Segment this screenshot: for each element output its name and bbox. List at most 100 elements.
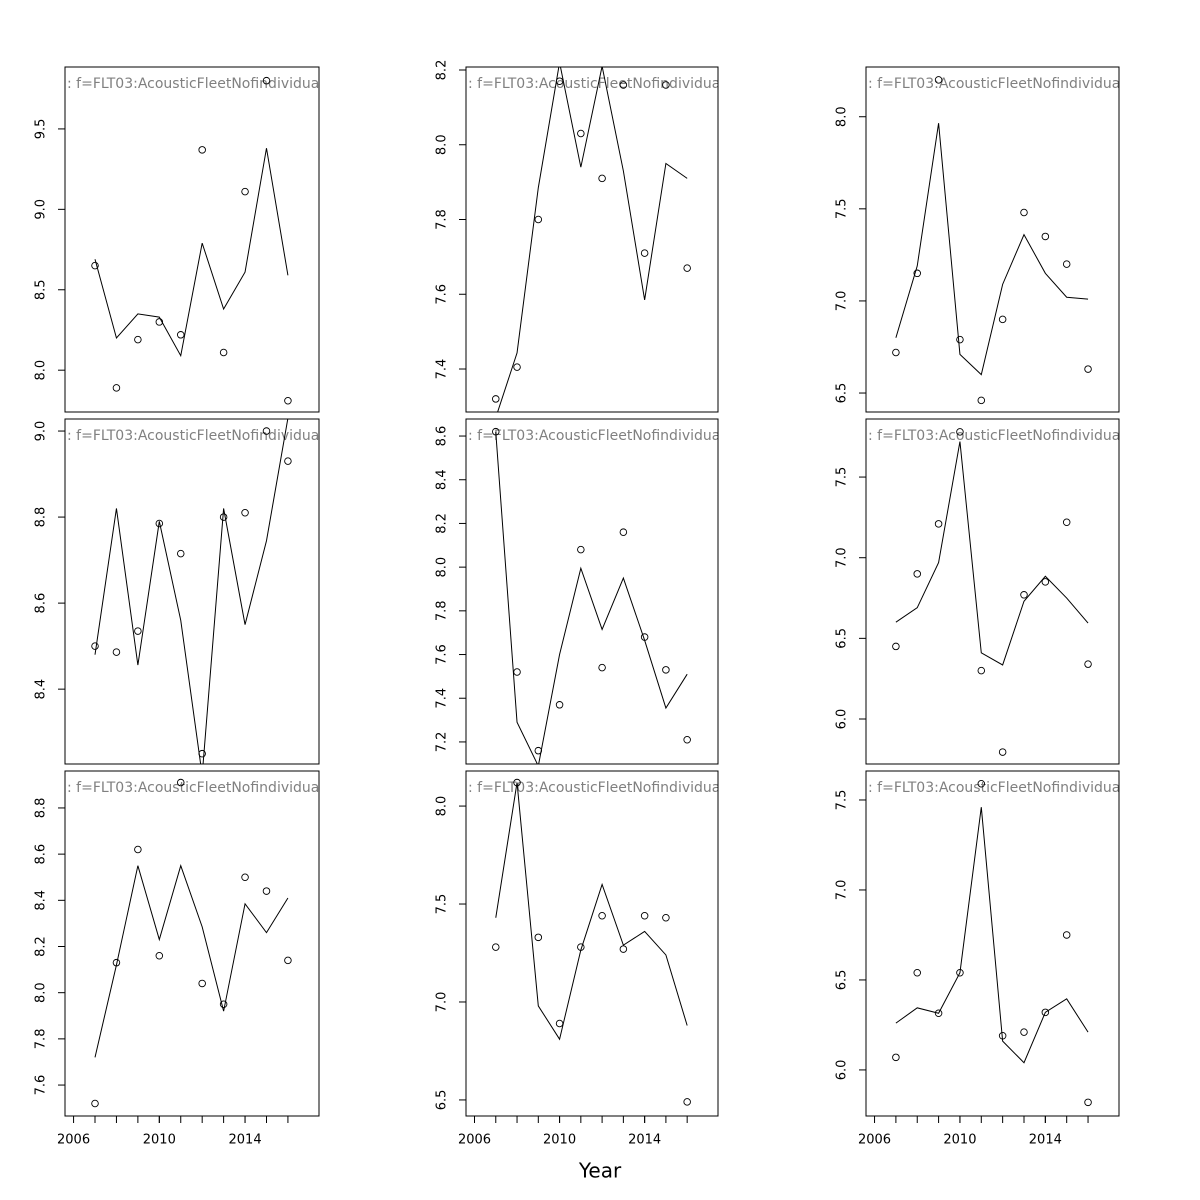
panel-title: : f=FLT03:AcousticFleetNofindividuals, [868, 428, 1136, 444]
observation-point [956, 335, 964, 344]
observation-point [934, 520, 943, 528]
observation-point [1041, 578, 1050, 586]
observation-point [1084, 365, 1092, 373]
y-tick-label: 9.0 [34, 421, 49, 442]
fit-line [495, 782, 688, 1041]
plot-frame [465, 66, 719, 413]
observation-point [1062, 260, 1071, 268]
observation-point [598, 174, 606, 183]
fit-line [895, 441, 1089, 666]
observation-point [112, 384, 121, 392]
panel: : f=FLT03:AcousticFleetNofindividuals, 7.… [435, 60, 736, 413]
observation-point [913, 570, 921, 578]
observation-point [262, 427, 271, 435]
panel: : f=FLT03:AcousticFleetNofindividuals, 7.… [435, 418, 719, 765]
y-tick-label: 7.8 [435, 600, 450, 621]
observation-point [640, 249, 649, 257]
observation-point [662, 913, 670, 922]
y-tick-label: 8.0 [34, 982, 49, 1003]
panel-title: : f=FLT03:AcousticFleetNofindividuals, [67, 780, 335, 796]
fit-line [94, 419, 289, 764]
y-tick-label: 6.5 [835, 383, 850, 404]
x-tick-label: 2014 [628, 1133, 661, 1148]
observation-point [598, 912, 606, 920]
observation-point [956, 968, 964, 977]
plot-area [91, 419, 292, 764]
plot-frame [465, 418, 719, 765]
observation-point [683, 1098, 691, 1106]
panel: : f=FLT03:AcousticFleetNofindividuals, 8.… [34, 66, 335, 413]
y-tick-label: 6.5 [835, 970, 850, 991]
observation-point [513, 363, 521, 371]
observation-point [977, 780, 986, 788]
panel-title: : f=FLT03:AcousticFleetNofindividuals, [868, 76, 1136, 92]
y-tick-label: 6.5 [435, 1090, 450, 1111]
observation-point [977, 396, 986, 405]
fit-line [895, 807, 1089, 1064]
y-tick-label: 7.5 [835, 467, 850, 488]
observation-point [284, 457, 292, 465]
observation-point [534, 215, 543, 224]
y-tick-label: 8.4 [34, 890, 49, 911]
observation-point [683, 735, 691, 744]
observation-point [577, 129, 585, 138]
observation-point [1020, 208, 1028, 217]
observation-point [134, 845, 142, 854]
y-tick-label: 8.8 [34, 798, 49, 819]
observation-point [241, 873, 249, 881]
observation-point [555, 1019, 564, 1028]
y-tick-label: 8.2 [34, 936, 49, 957]
observation-point [198, 146, 206, 154]
observation-point [155, 318, 164, 326]
observation-point [555, 701, 564, 709]
observation-point [1062, 931, 1071, 939]
observation-point [555, 77, 564, 85]
observation-point [91, 261, 99, 270]
plot-area [892, 780, 1092, 1107]
x-tick-label: 2010 [943, 1133, 976, 1148]
observation-point [577, 545, 585, 554]
observation-point [662, 666, 670, 674]
observation-point [662, 81, 670, 89]
panel-title: : f=FLT03:AcousticFleetNofindividuals, [67, 76, 335, 92]
observation-point [934, 1009, 943, 1017]
panel: : f=FLT03:AcousticFleetNofindividuals, 6.… [835, 66, 1136, 413]
plot-area [492, 778, 691, 1106]
fit-line [495, 432, 688, 764]
observation-point [998, 748, 1007, 756]
observation-point [934, 76, 943, 84]
panel-title: : f=FLT03:AcousticFleetNofindividuals, [468, 76, 736, 92]
observation-point [91, 642, 99, 650]
x-tick-label: 2010 [543, 1133, 576, 1148]
observation-point [176, 331, 185, 339]
y-tick-label: 7.6 [34, 1075, 49, 1096]
panel: : f=FLT03:AcousticFleetNofindividuals, 6.… [435, 770, 736, 1148]
observation-point [998, 1031, 1007, 1040]
plot-area [91, 76, 292, 405]
panel-title: : f=FLT03:AcousticFleetNofindividuals, [468, 780, 736, 796]
y-tick-label: 9.0 [34, 199, 49, 220]
y-tick-label: 8.0 [34, 360, 49, 381]
observation-point [134, 335, 142, 344]
y-tick-label: 8.0 [435, 796, 450, 817]
observation-point [284, 956, 292, 965]
observation-point [219, 513, 228, 521]
x-tick-label: 2006 [57, 1133, 90, 1148]
observation-point [892, 642, 900, 651]
x-axis-title: Year [578, 1159, 622, 1183]
plot-area [892, 76, 1092, 405]
y-tick-label: 8.6 [34, 593, 49, 614]
observation-point [112, 958, 121, 967]
observation-point [977, 666, 986, 675]
observation-point [1084, 660, 1092, 668]
observation-point [262, 76, 271, 85]
fit-line [94, 148, 289, 358]
y-tick-label: 8.6 [34, 844, 49, 865]
observation-point [112, 648, 121, 656]
observation-point [262, 887, 271, 895]
observation-point [892, 1053, 900, 1062]
panel-title: : f=FLT03:AcousticFleetNofindividuals, [67, 428, 335, 444]
observation-point [577, 943, 585, 951]
